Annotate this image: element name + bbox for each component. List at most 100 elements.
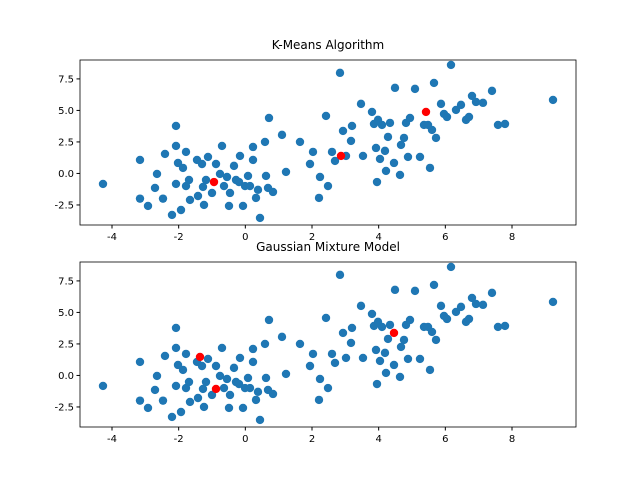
y-tick-label: 0.0 xyxy=(58,169,74,180)
point xyxy=(367,107,377,117)
point xyxy=(308,147,318,157)
point xyxy=(371,345,381,355)
point xyxy=(261,171,271,181)
point xyxy=(268,187,278,197)
point xyxy=(268,389,278,399)
point xyxy=(135,194,145,203)
point xyxy=(277,332,287,342)
point xyxy=(215,371,225,381)
point xyxy=(315,374,325,384)
point xyxy=(203,354,213,364)
point xyxy=(429,78,439,88)
point xyxy=(446,262,456,272)
point xyxy=(185,195,195,205)
y-tick-label: 5.0 xyxy=(58,106,74,117)
point xyxy=(248,344,258,354)
point xyxy=(281,167,291,177)
point xyxy=(425,163,435,173)
point xyxy=(487,86,497,96)
point xyxy=(380,146,390,156)
point xyxy=(338,328,348,338)
point xyxy=(150,183,160,193)
x-tick-label: 2 xyxy=(309,232,315,243)
point xyxy=(171,381,181,391)
point xyxy=(372,177,382,187)
point xyxy=(158,194,168,203)
point xyxy=(295,339,305,349)
point xyxy=(235,151,245,161)
point xyxy=(335,68,345,78)
x-tick-label: 6 xyxy=(442,434,448,445)
point xyxy=(251,193,261,203)
point xyxy=(193,191,203,201)
point xyxy=(295,137,305,147)
point xyxy=(358,151,368,161)
point xyxy=(281,369,291,379)
x-tick-label: 4 xyxy=(375,232,381,243)
y-tick-label: 2.5 xyxy=(58,137,74,148)
x-tick-label: 6 xyxy=(442,232,448,243)
point xyxy=(305,361,315,371)
y-tick-label: -2.5 xyxy=(54,200,74,211)
point xyxy=(184,175,194,185)
x-tick-label: -4 xyxy=(107,434,117,445)
point xyxy=(181,349,191,359)
point xyxy=(222,374,232,384)
point xyxy=(464,112,474,122)
point xyxy=(314,395,324,405)
point xyxy=(225,188,235,198)
point xyxy=(478,98,488,108)
point xyxy=(171,323,181,333)
point xyxy=(224,201,234,211)
point xyxy=(467,293,477,303)
point xyxy=(234,177,244,187)
point xyxy=(464,314,474,324)
point xyxy=(160,351,170,361)
point xyxy=(207,188,217,198)
point xyxy=(197,159,207,169)
point xyxy=(500,119,510,129)
point xyxy=(167,412,177,422)
point xyxy=(315,172,325,182)
point xyxy=(415,152,425,162)
point xyxy=(243,373,253,383)
point xyxy=(219,383,229,393)
point xyxy=(356,301,366,311)
point xyxy=(211,361,221,371)
point xyxy=(158,396,168,405)
point xyxy=(255,415,265,425)
point xyxy=(383,132,393,142)
point xyxy=(321,313,331,323)
point xyxy=(176,205,186,215)
point xyxy=(234,379,244,389)
point xyxy=(389,328,399,338)
point xyxy=(245,383,255,393)
point xyxy=(415,354,425,364)
point xyxy=(224,403,234,413)
point xyxy=(427,125,437,135)
point xyxy=(403,354,413,364)
point xyxy=(377,120,387,130)
point xyxy=(229,161,239,171)
point xyxy=(358,353,368,363)
point xyxy=(493,322,503,332)
point xyxy=(381,166,391,176)
point xyxy=(260,137,270,147)
point xyxy=(171,179,181,189)
point xyxy=(338,126,348,136)
point xyxy=(98,179,108,189)
point xyxy=(389,158,399,168)
point xyxy=(135,396,145,405)
point xyxy=(493,120,503,130)
point xyxy=(167,210,177,220)
point xyxy=(178,163,188,173)
point xyxy=(346,136,356,146)
point xyxy=(372,379,382,389)
point xyxy=(160,149,170,159)
point xyxy=(425,365,435,375)
point xyxy=(253,387,263,397)
point xyxy=(471,299,481,309)
point xyxy=(396,140,406,150)
point xyxy=(371,143,381,153)
